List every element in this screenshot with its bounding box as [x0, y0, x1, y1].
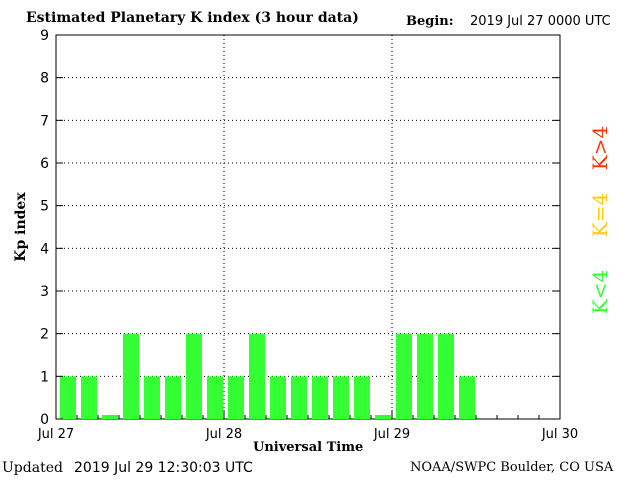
kp-bar [102, 415, 118, 419]
y-tick-label: 0 [40, 412, 49, 428]
kp-bar [249, 333, 265, 419]
kp-bar [144, 376, 160, 419]
y-tick-label: 3 [40, 284, 49, 300]
grid-lines [56, 35, 560, 419]
chart-title: Estimated Planetary K index (3 hour data… [26, 10, 359, 26]
y-axis-label: Kp index [13, 192, 29, 262]
kp-bar [375, 415, 391, 419]
bars [60, 333, 475, 419]
kp-bar [396, 333, 412, 419]
kp-bar [270, 376, 286, 419]
y-tick-label: 6 [40, 156, 49, 172]
y-tick-label: 7 [40, 113, 49, 129]
x-tick-label: Jul 30 [541, 427, 578, 442]
kp-bar [417, 333, 433, 419]
legend-k-equal-4: K=4 [588, 192, 612, 238]
kp-bar [291, 376, 307, 419]
y-tick-label: 9 [40, 28, 49, 44]
credit-text: NOAA/SWPC Boulder, CO USA [410, 460, 614, 475]
x-tick-label: Jul 28 [205, 427, 242, 442]
y-axis-ticks: 0 1 2 3 4 5 6 7 8 9 [40, 28, 560, 428]
kp-bar [207, 376, 223, 419]
begin-label: Begin: [406, 14, 454, 29]
kp-bar [333, 376, 349, 419]
begin-timestamp: 2019 Jul 27 0000 UTC [470, 14, 611, 29]
kp-bar [123, 333, 139, 419]
kp-bar [459, 376, 475, 419]
kp-bar [354, 376, 370, 419]
legend-k-less-4: K<4 [588, 269, 612, 315]
kp-bar [165, 376, 181, 419]
updated-label: Updated [2, 460, 63, 476]
legend-k-greater-4: K>4 [588, 125, 612, 171]
kp-bar [228, 376, 244, 419]
x-tick-label: Jul 29 [373, 427, 410, 442]
updated-timestamp: 2019 Jul 29 12:30:03 UTC [74, 460, 253, 476]
kp-bar [312, 376, 328, 419]
y-tick-label: 1 [40, 369, 49, 385]
y-tick-label: 8 [40, 71, 49, 87]
y-tick-label: 4 [40, 241, 49, 257]
y-tick-label: 5 [40, 199, 49, 215]
kp-bar [60, 376, 76, 419]
kp-bar [438, 333, 454, 419]
x-axis-label: Universal Time [253, 440, 364, 455]
y-tick-label: 2 [40, 327, 49, 343]
x-axis-ticks: Jul 27 Jul 28 Jul 29 Jul 30 [37, 410, 578, 442]
x-tick-label: Jul 27 [37, 427, 74, 442]
kp-bar [186, 333, 202, 419]
kp-bar [81, 376, 97, 419]
plot-area [55, 34, 561, 420]
